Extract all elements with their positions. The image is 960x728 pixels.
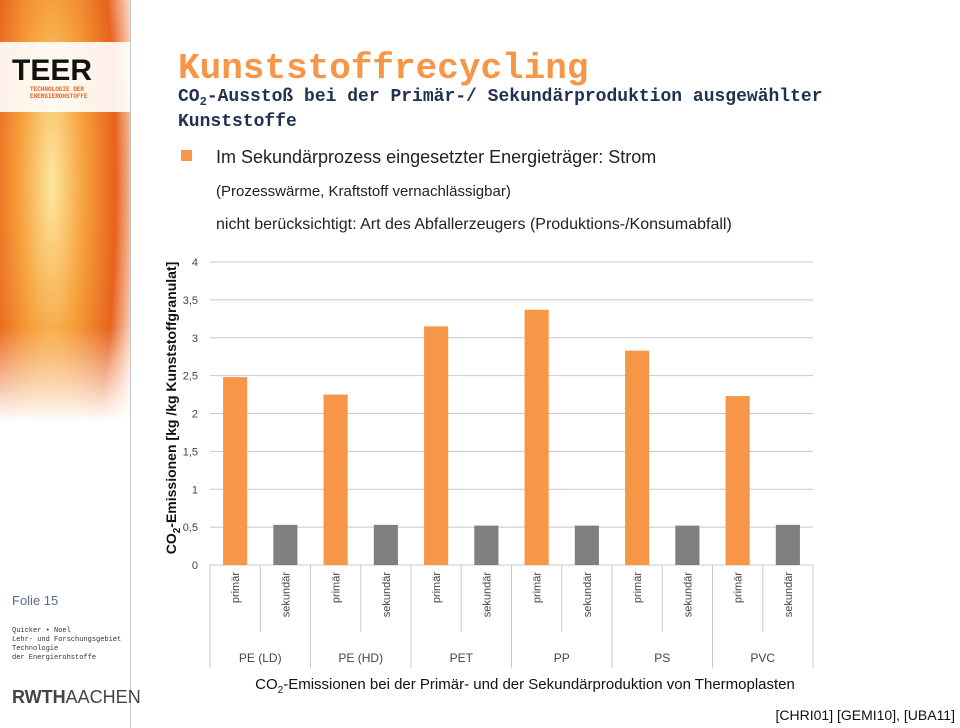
x-tick-label: primär (532, 572, 544, 604)
bar (574, 525, 599, 565)
bar (524, 309, 549, 565)
logo-box (0, 42, 130, 112)
x-tick-label: sekundär (381, 572, 393, 618)
flame-fade (0, 0, 130, 728)
bar (625, 350, 650, 565)
bullet: nicht berücksichtigt: Art des Abfallerze… (216, 216, 732, 233)
group-label: PET (450, 651, 474, 665)
y-tick-label: 3 (192, 333, 198, 345)
subtitle-part: CO (178, 87, 200, 107)
bullet: Im Sekundärprozess eingesetzter Energiet… (216, 147, 656, 167)
caption: CO2-Emissionen bei der Primär- und der S… (255, 676, 795, 696)
x-tick-label: primär (230, 572, 242, 604)
logo: TEER (12, 54, 92, 87)
bar (373, 524, 398, 565)
y-label-sub: 2 (172, 527, 183, 533)
university-logo: RWTHAACHEN (12, 687, 141, 707)
author: Lehr- und Forschungsgebiet (12, 636, 121, 644)
x-tick-label: sekundär (481, 572, 493, 618)
title: Kunststoffrecycling (178, 48, 588, 89)
x-tick-label: primär (431, 572, 443, 604)
x-tick-label: sekundär (582, 572, 594, 618)
group-label: PP (554, 651, 570, 665)
y-tick-label: 0,5 (183, 522, 198, 534)
slide-number: Folie 15 (12, 593, 58, 608)
bullet-marker (181, 150, 192, 161)
y-tick-label: 1,5 (183, 446, 198, 458)
university-logo-part: RWTH (12, 687, 66, 707)
y-tick-label: 4 (192, 257, 198, 269)
x-tick-label: primär (733, 572, 745, 604)
logo-sub: ENERGIEROHSTOFFE (30, 93, 88, 100)
subtitle-sub: 2 (200, 95, 207, 109)
references: [CHRI01] [GEMI10], [UBA11] (776, 707, 955, 723)
y-tick-label: 3,5 (183, 295, 198, 307)
group-label: PVC (750, 651, 775, 665)
bar (725, 396, 750, 565)
bar (474, 525, 499, 565)
caption-part: -Emissionen bei der Primär- und der Seku… (283, 676, 795, 693)
logo-sub: TECHNOLOGIE DER (30, 86, 84, 93)
bullet: (Prozesswärme, Kraftstoff vernachlässigb… (216, 183, 511, 200)
subtitle: Kunststoffe (178, 112, 297, 132)
y-label-part: CO (163, 533, 179, 554)
caption-part: CO (255, 676, 278, 693)
bar (223, 377, 248, 565)
author: der Energierohstoffe (12, 654, 96, 662)
caption-sub: 2 (278, 685, 284, 696)
bar (273, 524, 298, 565)
author: Quicker • Noel (12, 627, 71, 635)
subtitle: CO2-Ausstoß bei der Primär-/ Sekundärpro… (178, 87, 823, 109)
group-label: PE (HD) (338, 651, 383, 665)
y-tick-label: 2,5 (183, 371, 198, 383)
university-logo-part: AACHEN (66, 687, 141, 707)
bar (323, 394, 348, 565)
x-tick-label: primär (632, 572, 644, 604)
bar (675, 525, 700, 565)
y-tick-label: 2 (192, 409, 198, 421)
group-label: PE (LD) (239, 651, 282, 665)
subtitle-part: -Ausstoß bei der Primär-/ Sekundärproduk… (207, 87, 823, 107)
y-tick-label: 0 (192, 560, 198, 572)
x-tick-label: sekundär (783, 572, 795, 618)
x-tick-label: sekundär (682, 572, 694, 618)
y-axis-label: CO2-Emissionen [kg /kg Kunststoffgranula… (163, 262, 183, 555)
x-tick-label: sekundär (280, 572, 292, 618)
y-tick-label: 1 (192, 484, 198, 496)
y-label-part: -Emissionen [kg /kg Kunststoffgranulat] (163, 262, 179, 528)
group-label: PS (654, 651, 670, 665)
bar (775, 524, 800, 565)
author: Technologie (12, 645, 58, 653)
bar (424, 326, 449, 565)
x-tick-label: primär (331, 572, 343, 604)
